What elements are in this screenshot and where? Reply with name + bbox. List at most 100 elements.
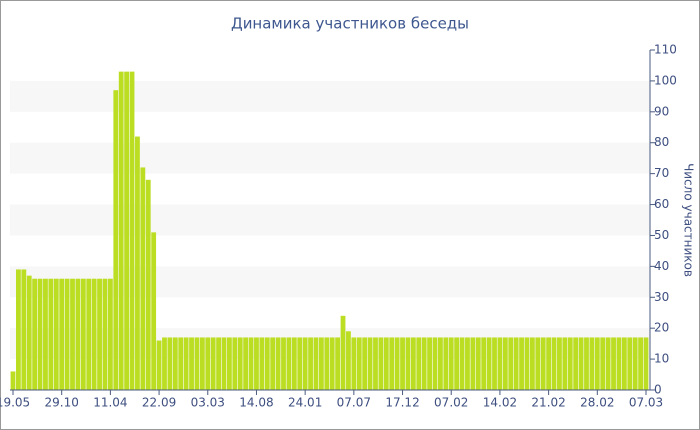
bar [243, 337, 249, 390]
bar [145, 179, 151, 390]
bar [529, 337, 535, 390]
x-tick-label: 22.09 [142, 396, 176, 410]
bar [43, 278, 48, 390]
bar [194, 337, 200, 390]
bar [475, 337, 481, 390]
bar [481, 337, 487, 390]
y-tick-label: 60 [654, 197, 669, 211]
bar [421, 337, 427, 390]
bar [335, 337, 341, 390]
bar [519, 337, 524, 390]
bar [91, 278, 97, 390]
bar [567, 337, 573, 390]
bar [346, 331, 351, 390]
bar [438, 337, 443, 390]
bar [227, 337, 232, 390]
bar [264, 337, 270, 390]
bar [373, 337, 378, 390]
y-tick-label: 0 [654, 383, 662, 397]
bar [540, 337, 546, 390]
bar [448, 337, 454, 390]
bar [356, 337, 362, 390]
x-tick-label: 17.12 [385, 396, 419, 410]
bar [48, 278, 54, 390]
y-tick-label: 30 [654, 290, 669, 304]
x-tick-label: 19.05 [0, 396, 30, 410]
bar [26, 275, 32, 390]
bar [75, 278, 81, 390]
x-tick-label: 21.02 [531, 396, 565, 410]
bar [454, 337, 460, 390]
bar [302, 337, 308, 390]
y-tick-label: 70 [654, 166, 669, 180]
bar [427, 337, 432, 390]
bar [470, 337, 476, 390]
bar [318, 337, 324, 390]
bar [199, 337, 205, 390]
x-tick-label: 07.03 [629, 396, 663, 410]
bar [21, 269, 27, 390]
bar [97, 278, 102, 390]
y-tick-label: 50 [654, 228, 669, 242]
bar [32, 278, 38, 390]
bar [400, 337, 405, 390]
bar [562, 337, 568, 390]
x-tick-label: 11.04 [93, 396, 127, 410]
grid-band [10, 204, 650, 236]
bar [189, 337, 194, 390]
x-tick-label: 14.02 [483, 396, 517, 410]
bar [178, 337, 184, 390]
bar [308, 337, 313, 390]
bar [16, 269, 21, 390]
bar [513, 337, 519, 390]
bar [53, 278, 59, 390]
bar [605, 337, 611, 390]
bar [383, 337, 389, 390]
y-tick-label: 40 [654, 259, 669, 273]
bar [237, 337, 243, 390]
x-tick-label: 29.10 [45, 396, 79, 410]
bar [621, 337, 627, 390]
bar [378, 337, 384, 390]
bar [248, 337, 254, 390]
bar [632, 337, 638, 390]
bar [172, 337, 178, 390]
bar [10, 371, 16, 390]
bar [205, 337, 211, 390]
y-axis-label: Число участников [682, 163, 696, 277]
bar [113, 90, 119, 390]
bar [584, 337, 589, 390]
bar [465, 337, 470, 390]
y-tick-label: 100 [654, 73, 677, 87]
bar [389, 337, 395, 390]
bar [578, 337, 584, 390]
bar [254, 337, 259, 390]
grid-band [10, 80, 650, 112]
bar [508, 337, 514, 390]
bar [124, 71, 130, 391]
bar [573, 337, 579, 390]
bar [643, 337, 649, 390]
bar [616, 337, 622, 390]
bar [551, 337, 557, 390]
bar [557, 337, 562, 390]
bar [162, 337, 167, 390]
bar [59, 278, 65, 390]
x-tick-label: 07.02 [434, 396, 468, 410]
bar [37, 278, 43, 390]
bar [459, 337, 465, 390]
bar [118, 71, 124, 391]
bar [221, 337, 227, 390]
bar [546, 337, 552, 390]
bar [281, 337, 286, 390]
bar [524, 337, 530, 390]
bar [70, 278, 75, 390]
bar [151, 232, 157, 390]
y-tick-label: 90 [654, 104, 669, 118]
bar [589, 337, 595, 390]
bar [638, 337, 643, 390]
x-tick-label: 14.08 [239, 396, 273, 410]
bar [270, 337, 276, 390]
bar [286, 337, 292, 390]
bar [156, 340, 162, 390]
